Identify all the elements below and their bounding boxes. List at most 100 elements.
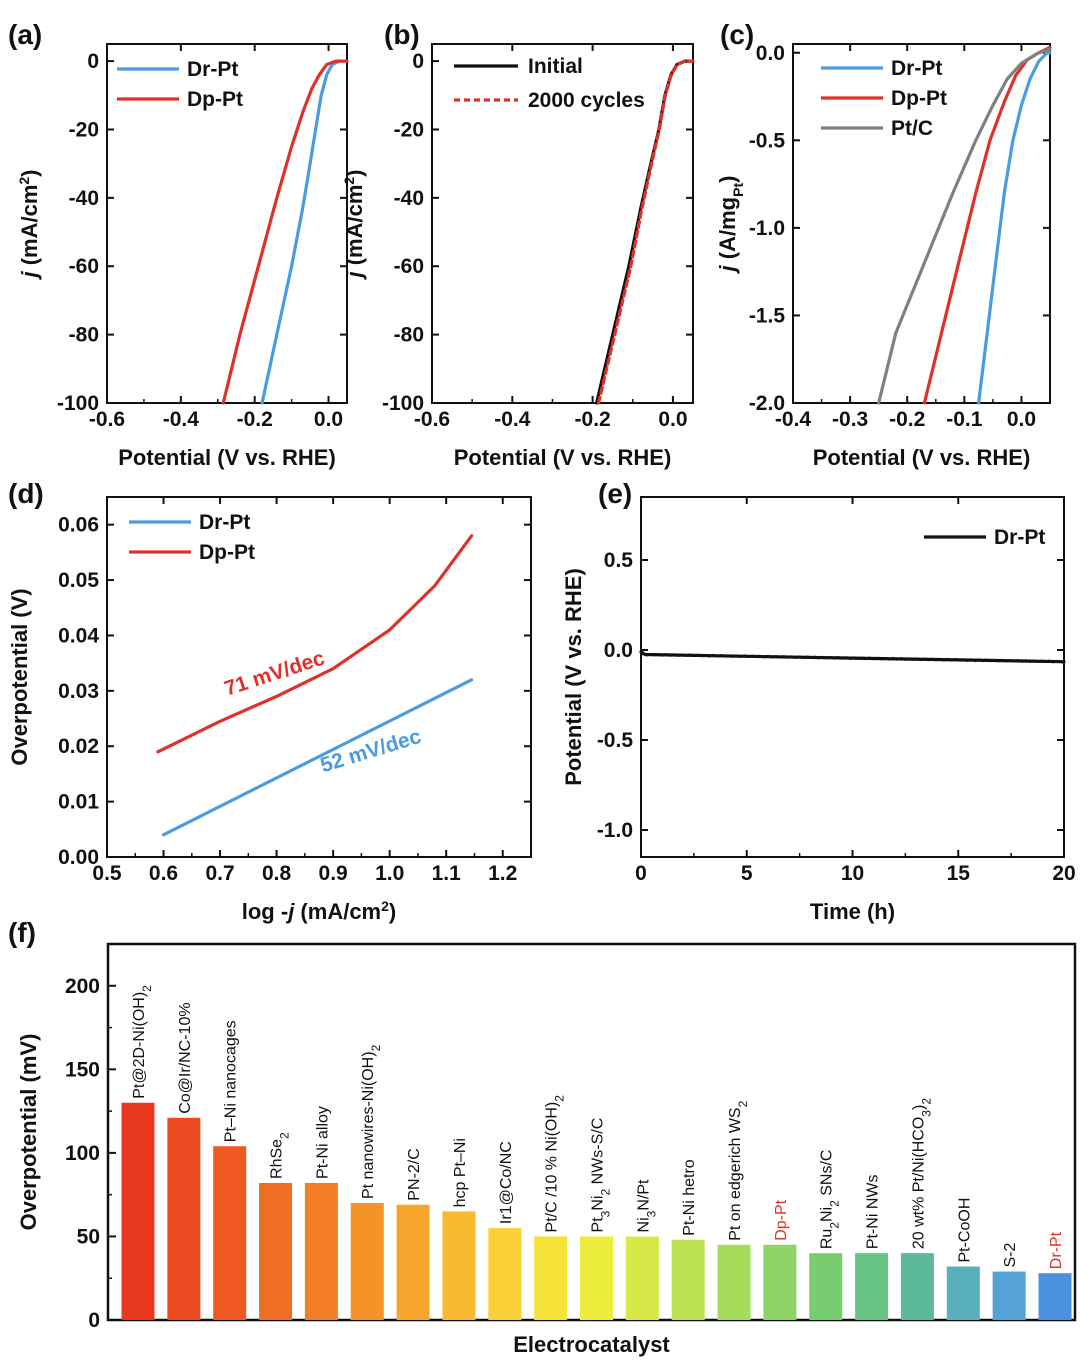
- bar-label: S-2: [1002, 1243, 1019, 1268]
- bar-label: Ir1@Co/NC: [498, 1141, 515, 1224]
- x-tick-label: 15: [947, 862, 971, 885]
- bar-label: Pt on edgerich WS2: [727, 1100, 750, 1240]
- legend-label: Initial: [528, 55, 583, 78]
- bar: [167, 1117, 201, 1320]
- legend-label: 2000 cycles: [528, 89, 645, 112]
- series-line-dr-pt: [260, 59, 349, 405]
- x-axis-label: Electrocatalyst: [513, 1332, 670, 1357]
- bar-label: 20 wt% Pt/Ni(HCO3)2: [910, 1098, 933, 1249]
- bar-label: Co@Ir/NC-10%: [177, 1002, 194, 1113]
- bar-label: Pt/C /10 % Ni(OH)2: [544, 1095, 567, 1233]
- legend-label: Dr-Pt: [891, 57, 942, 80]
- series-line-2000-cycles: [596, 59, 695, 405]
- bar: [534, 1236, 568, 1320]
- axes-frame-e: [640, 496, 1065, 858]
- axes-frame-d: [106, 496, 532, 858]
- stability-trace: [640, 652, 1065, 664]
- panel-d: 0.5 0.6 0.7 0.8 0.9 1.0 1.1 1.2 0.00 0.01 0.02 0.03…: [7, 478, 532, 924]
- series-line-dr-pt: [976, 51, 1052, 405]
- axes-frame-b: [431, 43, 694, 404]
- x-tick-label: -0.4: [775, 408, 812, 431]
- y-tick-label: 0.0: [756, 42, 785, 65]
- panel-label-d: (d): [8, 478, 44, 509]
- bar: [304, 1182, 338, 1320]
- x-tick-label: -0.1: [946, 408, 983, 431]
- legend-label: Dr-Pt: [994, 526, 1045, 549]
- x-tick-label: -0.2: [575, 408, 611, 431]
- y-tick-label: 0: [87, 50, 99, 73]
- panel-f: 0 50 100 150 200 Pt@2D-Ni(OH)2 Co@Ir/NC-10% Pt–…: [8, 917, 1077, 1357]
- x-tick-label: 0.0: [658, 408, 687, 431]
- y-tick-label: 0.00: [58, 846, 99, 869]
- y-tick-label: -0.5: [749, 129, 786, 152]
- x-axis-label: Time (h): [810, 899, 895, 924]
- y-tick-label: -1.5: [749, 304, 786, 327]
- panel-a: -0.6 -0.4 -0.2 0.0 0 -20 -40 -60 -80 -100 (a) Poten…: [8, 19, 349, 470]
- series-line-dr-pt: [161, 678, 474, 837]
- x-tick-label: -0.2: [237, 408, 273, 431]
- x-axis-label: Potential (V vs. RHE): [118, 445, 336, 470]
- axes-frame-a: [106, 43, 348, 404]
- panel-label-b: (b): [384, 19, 420, 50]
- x-axis-label: Potential (V vs. RHE): [454, 445, 672, 470]
- series-line-dp-pt: [156, 534, 474, 754]
- bar: [1038, 1273, 1072, 1320]
- y-tick-label: -40: [394, 187, 424, 210]
- legend-label: Dr-Pt: [187, 58, 238, 81]
- x-tick-label: 5: [741, 862, 753, 885]
- bar: [259, 1182, 293, 1320]
- y-tick-label: 200: [65, 975, 100, 998]
- x-tick-label: 1.2: [488, 862, 517, 885]
- y-tick-label: -40: [69, 187, 99, 210]
- y-axis-label: j (mA/cm2): [16, 169, 42, 280]
- x-tick-label: 0.0: [1007, 408, 1036, 431]
- bar-label: Pt-Ni hetro: [681, 1159, 698, 1236]
- y-tick-label: -100: [382, 392, 424, 415]
- y-tick-label: 50: [77, 1225, 100, 1248]
- x-tick-label: 0: [635, 862, 647, 885]
- y-tick-label: -100: [57, 392, 99, 415]
- y-tick-label: -20: [69, 118, 99, 141]
- x-tick-label: 1.1: [432, 862, 462, 885]
- slope-annotation: 52 mV/dec: [318, 725, 424, 777]
- y-tick-label: 0.06: [58, 514, 99, 537]
- y-tick-label: -80: [69, 324, 99, 347]
- bar: [671, 1239, 705, 1320]
- panel-c: -0.4 -0.3 -0.2 -0.1 0.0 0.0 -0.5 -1.0 -1.5 -2.0 (c…: [715, 19, 1052, 470]
- x-tick-label: -0.4: [494, 408, 531, 431]
- bar-label: Pt3Ni2 NWs-S/C: [590, 1118, 613, 1233]
- legend-label: Dr-Pt: [199, 511, 250, 534]
- bar-label: Pt-Ni NWs: [865, 1174, 882, 1249]
- y-axis-label: Overpotential (V): [7, 588, 32, 765]
- y-axis-label: j (mA/cm2): [341, 169, 367, 280]
- bar-label: Pt-Ni alloy: [314, 1106, 331, 1179]
- bar: [488, 1228, 522, 1320]
- panel-label-a: (a): [8, 19, 42, 50]
- x-tick-label: -0.2: [889, 408, 925, 431]
- y-tick-label: 0.5: [604, 549, 634, 572]
- y-tick-label: 0.04: [58, 624, 99, 647]
- y-tick-label: 0: [412, 50, 424, 73]
- series-line-pt-c: [877, 47, 1052, 405]
- y-tick-label: -1.0: [597, 819, 633, 842]
- bar-label: PN-2/C: [406, 1148, 423, 1200]
- bar-label: Ni3N/Pt: [635, 1179, 658, 1232]
- bar-label: Pt@2D-Ni(OH)2: [131, 985, 154, 1099]
- panel-label-f: (f): [8, 917, 36, 948]
- bar: [763, 1244, 797, 1320]
- x-tick-label: 0.5: [92, 862, 122, 885]
- y-tick-label: -20: [394, 118, 424, 141]
- x-tick-label: 10: [841, 862, 864, 885]
- bar-label: Pt nanowires-Ni(OH)2: [360, 1044, 383, 1199]
- panel-label-c: (c): [720, 19, 754, 50]
- bar: [992, 1271, 1026, 1320]
- y-tick-label: 0.01: [58, 791, 99, 814]
- y-tick-label: 0.02: [58, 735, 99, 758]
- x-tick-label: 0.7: [205, 862, 234, 885]
- bar: [900, 1253, 934, 1320]
- y-tick-label: 0.0: [604, 639, 633, 662]
- panel-e: 0 5 10 15 20 0.5 0.0 -0.5 -1.0 (e) Time (h) Potenti…: [561, 478, 1076, 924]
- panel-label-e: (e): [598, 478, 632, 509]
- bar: [580, 1236, 613, 1320]
